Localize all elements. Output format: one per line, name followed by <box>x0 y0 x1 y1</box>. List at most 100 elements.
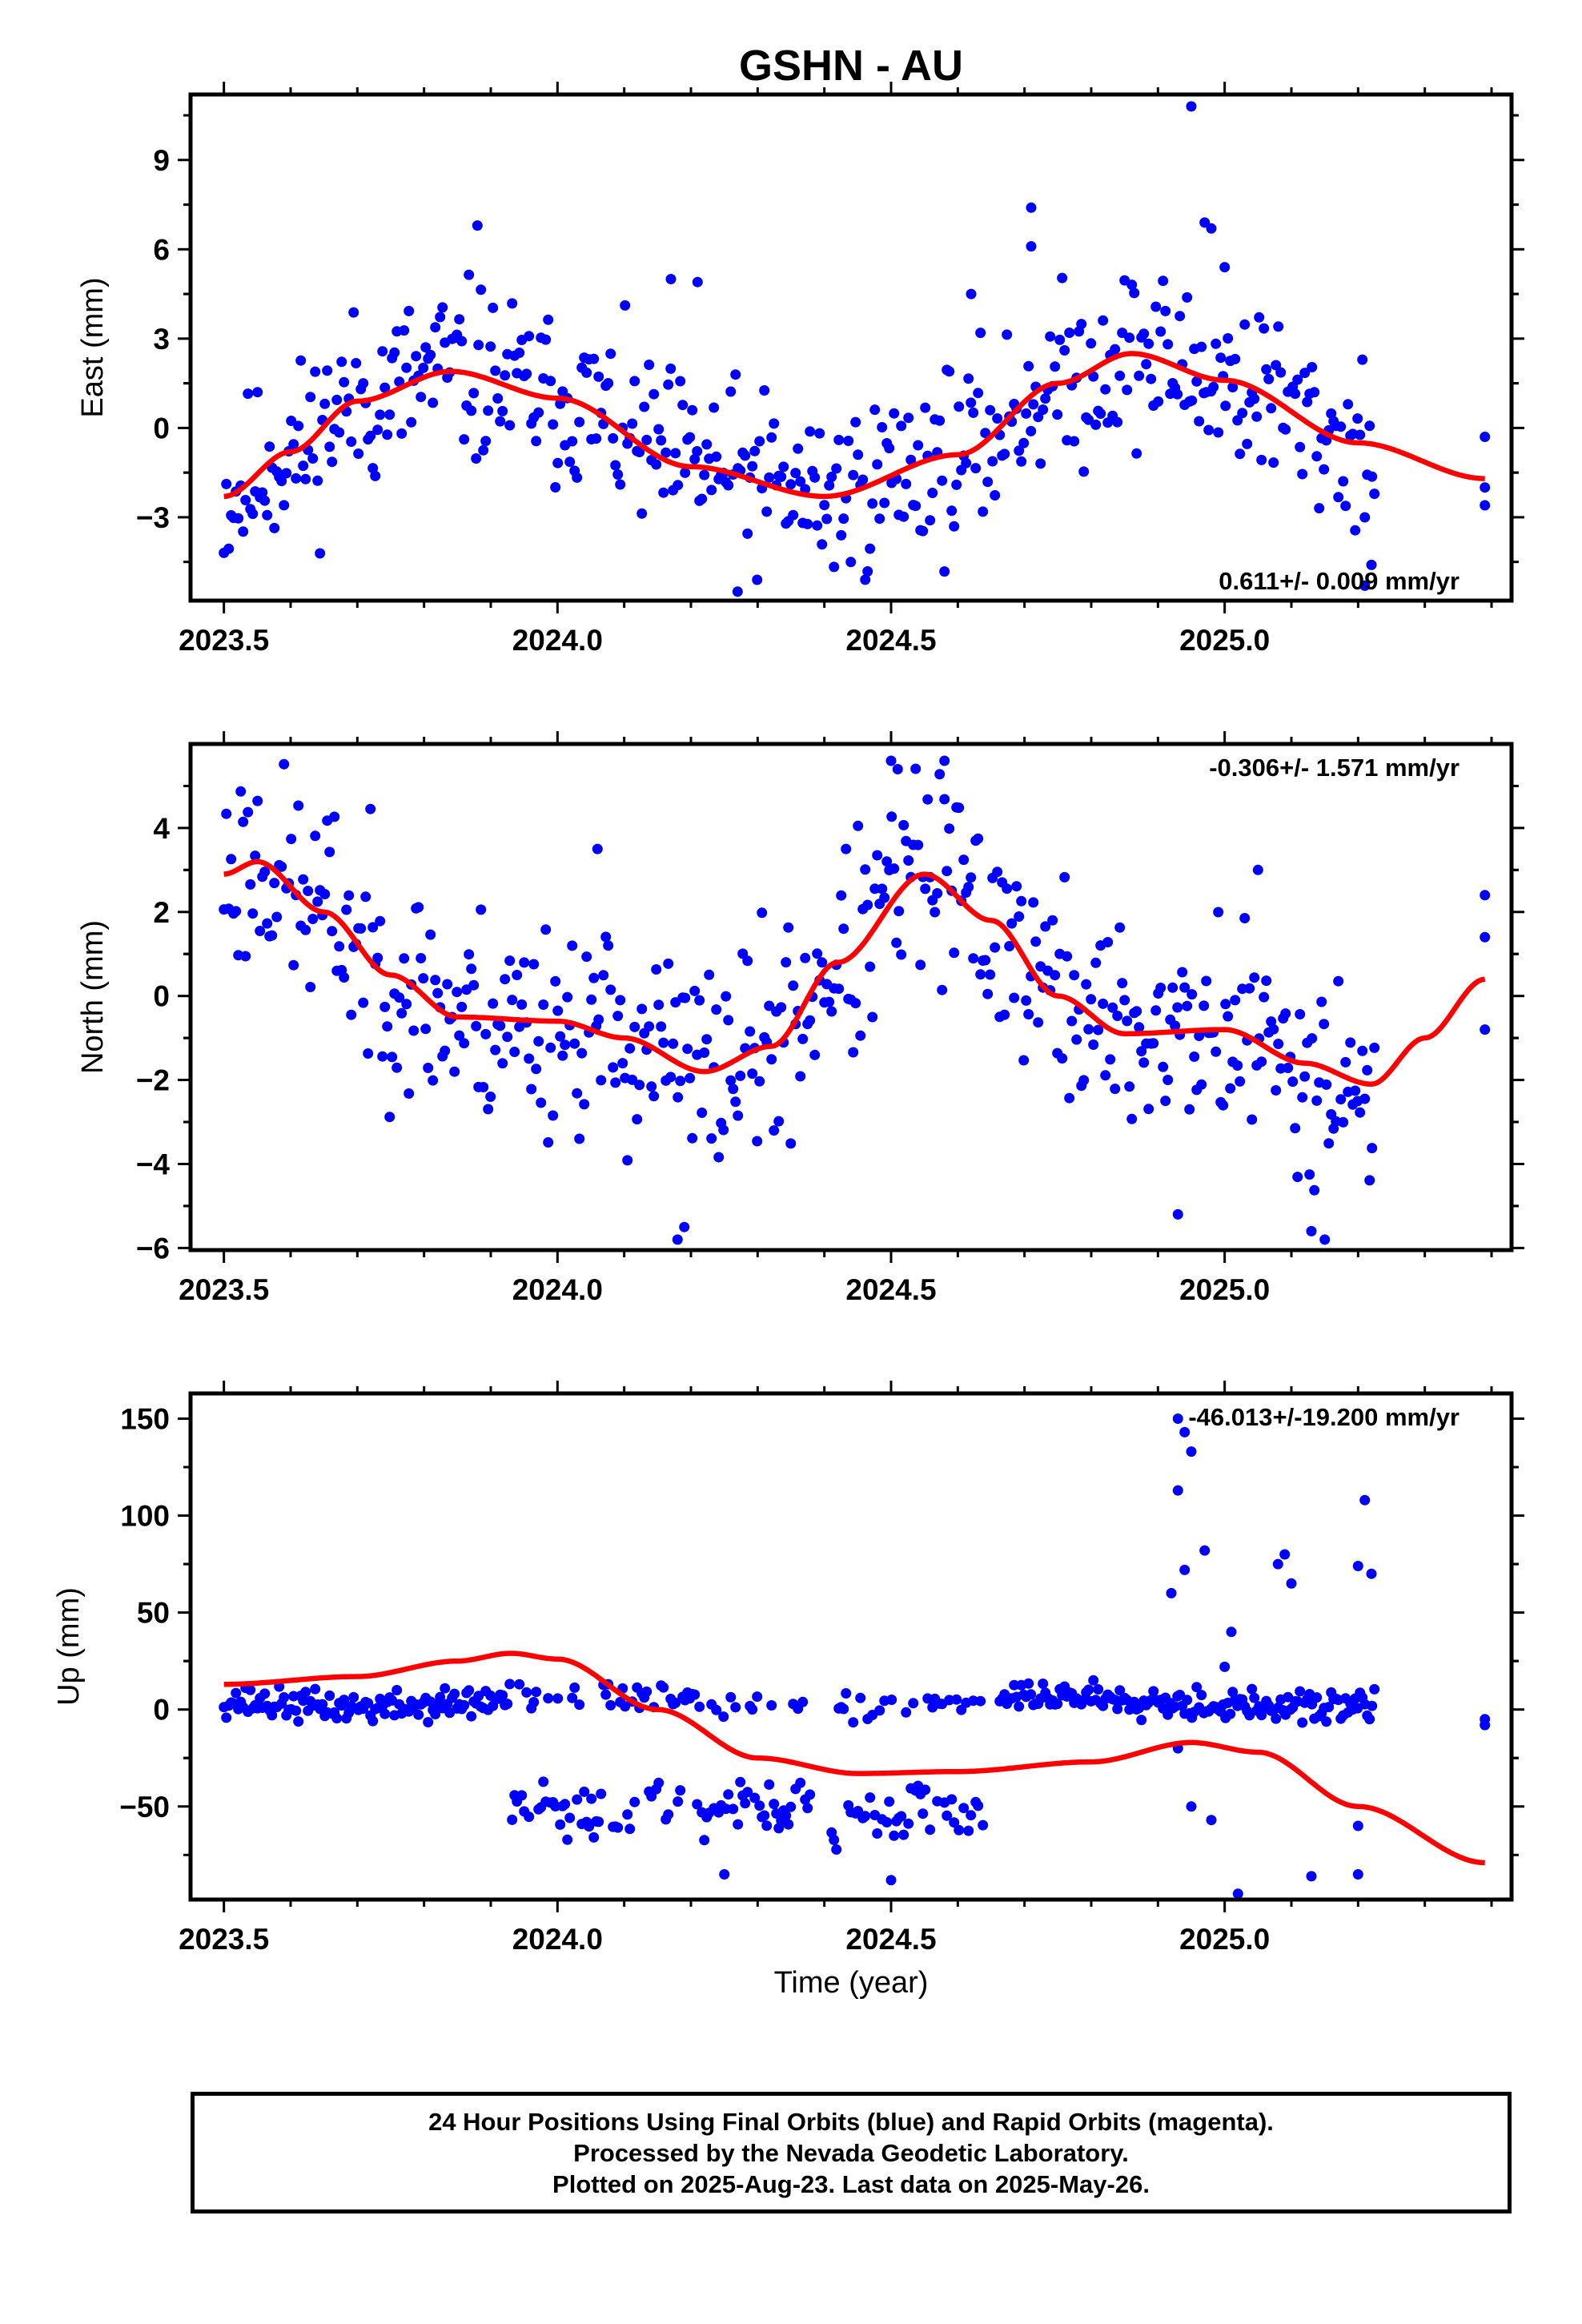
north-data-point <box>1172 1208 1183 1220</box>
east-data-point <box>685 432 696 443</box>
up-data-point <box>1295 1686 1306 1697</box>
north-data-point <box>440 1045 451 1056</box>
east-data-point <box>247 509 259 520</box>
east-data-point <box>1366 559 1377 570</box>
north-data-point <box>865 961 876 972</box>
east-data-point <box>401 362 412 373</box>
up-data-point <box>694 1701 705 1712</box>
up-data-point <box>1247 1683 1258 1695</box>
east-data-point <box>399 325 410 336</box>
up-data-point <box>1199 1545 1211 1556</box>
east-data-point <box>872 459 883 470</box>
up-data-point <box>379 1708 391 1719</box>
up-data-point <box>692 1799 703 1810</box>
east-data-point <box>990 490 1001 501</box>
east-data-point <box>1023 360 1034 372</box>
up-data-point <box>516 1790 528 1801</box>
north-data-point <box>872 850 883 861</box>
east-data-point <box>396 428 408 439</box>
up-data-point <box>391 1685 403 1695</box>
east-data-point <box>435 312 446 323</box>
up-data-point <box>1093 1684 1104 1695</box>
north-data-point <box>1232 1060 1243 1071</box>
east-data-point <box>992 413 1003 424</box>
east-data-point <box>555 398 566 409</box>
up-data-point <box>728 1803 739 1815</box>
up-data-point <box>925 1824 936 1835</box>
east-data-point <box>920 402 931 413</box>
north-ytick-label: 0 <box>153 980 170 1013</box>
east-data-point <box>1018 437 1030 448</box>
east-data-point <box>889 408 900 419</box>
north-data-point <box>507 995 518 1006</box>
east-data-point <box>817 539 828 550</box>
up-data-point <box>1196 1690 1207 1701</box>
east-data-point <box>1196 341 1207 352</box>
north-data-point <box>776 1002 787 1013</box>
east-data-point <box>418 362 429 373</box>
north-data-point <box>1199 1000 1210 1011</box>
up-y-axis-label: Up (mm) <box>52 1587 86 1706</box>
east-data-point <box>262 509 273 521</box>
north-data-point <box>1186 989 1198 1000</box>
east-data-point <box>1050 361 1061 372</box>
north-data-point <box>1021 995 1032 1006</box>
north-data-point <box>1148 1038 1159 1049</box>
north-data-point <box>1122 1015 1133 1027</box>
up-data-point <box>502 1699 513 1710</box>
up-data-point <box>413 1709 424 1720</box>
east-data-point <box>824 480 835 491</box>
north-data-point <box>869 883 881 895</box>
north-data-point <box>600 931 612 943</box>
north-data-point <box>1117 978 1128 989</box>
east-data-point <box>1259 323 1270 334</box>
north-data-point <box>689 985 701 996</box>
north-data-point <box>262 918 273 929</box>
east-data-point <box>711 451 722 462</box>
east-data-point <box>1100 384 1111 395</box>
up-data-point <box>949 1817 960 1828</box>
north-ytick-label: −2 <box>136 1064 170 1097</box>
east-frame <box>188 92 1514 603</box>
north-data-point <box>757 907 768 919</box>
east-data-point <box>1311 451 1323 462</box>
up-data-point <box>435 1691 446 1703</box>
north-data-point <box>795 1071 806 1082</box>
east-data-point <box>1155 326 1166 337</box>
east-data-point <box>833 434 845 445</box>
north-data-point <box>648 1091 660 1102</box>
east-data-point <box>507 298 518 309</box>
north-data-point <box>1369 1042 1380 1053</box>
north-data-point <box>898 819 909 830</box>
up-data-point <box>963 1825 974 1836</box>
up-data-point <box>881 1817 893 1827</box>
east-xtick-label: 2025.0 <box>1179 624 1270 657</box>
north-data-point <box>247 908 259 919</box>
north-data-point <box>1182 1000 1193 1011</box>
north-data-point <box>1040 921 1051 932</box>
east-data-point <box>567 436 578 447</box>
east-data-point <box>1237 408 1248 419</box>
east-data-point <box>1059 345 1070 356</box>
north-data-point <box>764 1000 775 1011</box>
east-data-point <box>850 416 861 428</box>
north-data-point <box>466 963 477 975</box>
north-data-point <box>1143 1104 1154 1115</box>
east-data-point <box>966 288 977 300</box>
north-data-point <box>524 1053 535 1064</box>
north-data-point <box>516 999 528 1010</box>
up-data-point <box>574 1699 585 1711</box>
north-data-point <box>1090 957 1102 968</box>
east-data-point <box>437 302 448 313</box>
north-data-point <box>910 763 921 774</box>
east-data-point <box>312 475 323 486</box>
north-data-point <box>456 1001 468 1012</box>
east-data-point <box>985 404 996 416</box>
up-data-point <box>1114 1685 1126 1696</box>
east-data-point <box>697 493 708 505</box>
east-data-point <box>377 346 388 357</box>
east-data-point <box>1295 441 1306 452</box>
north-data-point <box>920 883 931 895</box>
north-data-point <box>855 1030 866 1041</box>
up-data-point <box>689 1689 701 1700</box>
